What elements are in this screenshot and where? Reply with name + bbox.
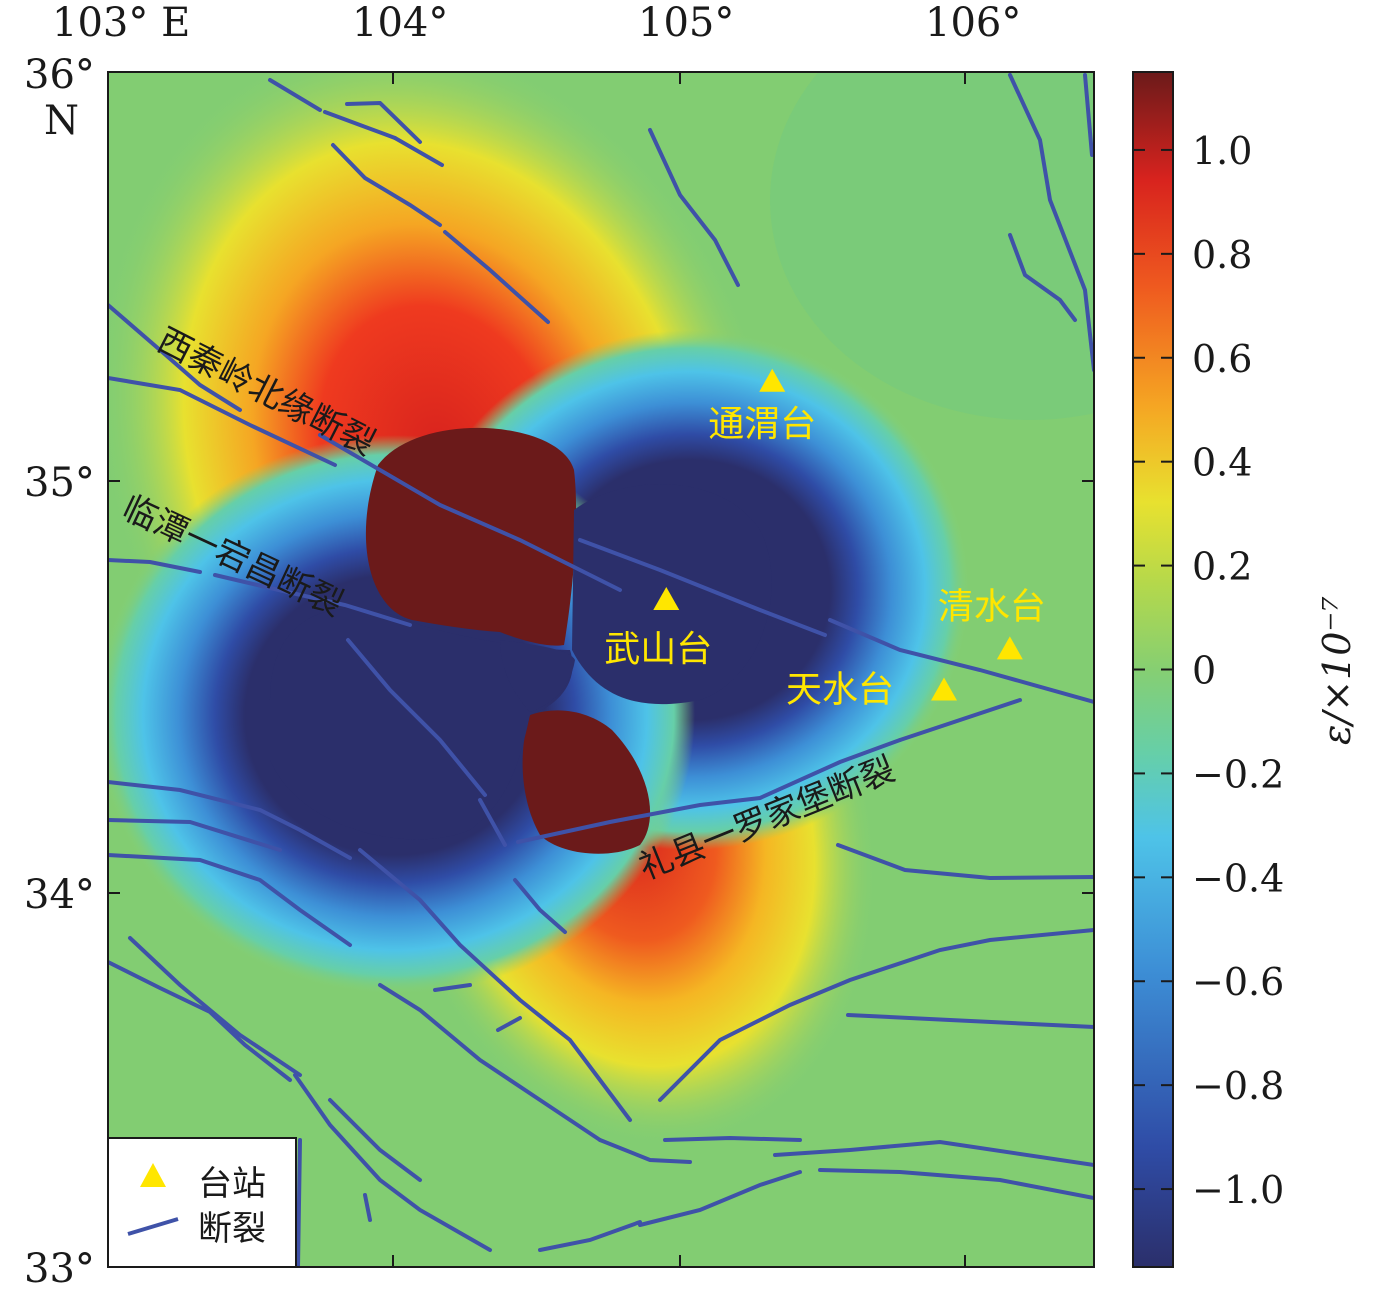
colorbar-tick-label: −0.4	[1192, 856, 1284, 900]
y-tick-33: 33°	[24, 1246, 95, 1292]
colorbar-tick-label: 0.6	[1192, 337, 1252, 381]
colorbar-tick-label: −0.2	[1192, 752, 1284, 796]
legend-station-triangle-icon	[140, 1163, 166, 1187]
y-tick-34: 34°	[24, 872, 95, 918]
colorbar-tick-label: −0.8	[1192, 1064, 1284, 1108]
colorbar-tick-label: −1.0	[1192, 1168, 1284, 1212]
legend-fault-line-icon	[127, 1217, 179, 1236]
map-frame	[107, 71, 1095, 1268]
y-axis-labels: 36° N 35° 34° 33°	[24, 52, 95, 1292]
y-tick-36: 36°	[24, 52, 95, 98]
colorbar-tick-label: 0.4	[1192, 441, 1252, 485]
fault-lines	[108, 73, 1094, 1267]
station-label: 武山台	[604, 629, 712, 670]
colorbar-tick-label: −0.6	[1192, 960, 1284, 1004]
y-tick-35: 35°	[24, 460, 95, 506]
x-axis-labels: 103° E 104° 105° 106°	[52, 0, 1021, 46]
y-tick-36-unit: N	[44, 98, 79, 144]
colorbar-tick-label: 0	[1192, 649, 1216, 693]
colorbar-label: ε/×10⁻⁷	[1315, 596, 1359, 745]
colorbar-tick-label: 0.2	[1192, 545, 1252, 589]
map-ticks	[108, 72, 1094, 1267]
colorbar-tick-label: 0.8	[1192, 233, 1252, 277]
colorbar-tick-label: 1.0	[1192, 129, 1252, 173]
x-tick-104: 104°	[352, 0, 448, 46]
legend: 台站 断裂	[108, 1137, 297, 1267]
colorbar: 1.0 0.8 0.6 0.4 0.2 0 −0.2 −0.4 −0.6 −0.8 −1.0 ε/×…	[1132, 71, 1359, 1268]
colorbar-ticks: 1.0 0.8 0.6 0.4 0.2 0 −0.2 −0.4 −0.6 −0.8 −1.0	[1133, 129, 1284, 1212]
legend-fault-label: 断裂	[198, 1209, 266, 1249]
x-tick-105: 105°	[638, 0, 734, 46]
legend-station-label: 台站	[198, 1164, 266, 1204]
station-triangle-icon	[930, 677, 957, 701]
station-triangle-icon	[759, 368, 786, 392]
x-tick-106: 106°	[925, 0, 1021, 46]
station-triangle-icon	[653, 586, 680, 610]
station-label: 清水台	[938, 586, 1046, 627]
x-tick-103: 103° E	[52, 0, 190, 46]
station-triangle-icon	[996, 636, 1023, 660]
station-label: 通渭台	[708, 404, 816, 445]
station-label: 天水台	[786, 670, 894, 711]
